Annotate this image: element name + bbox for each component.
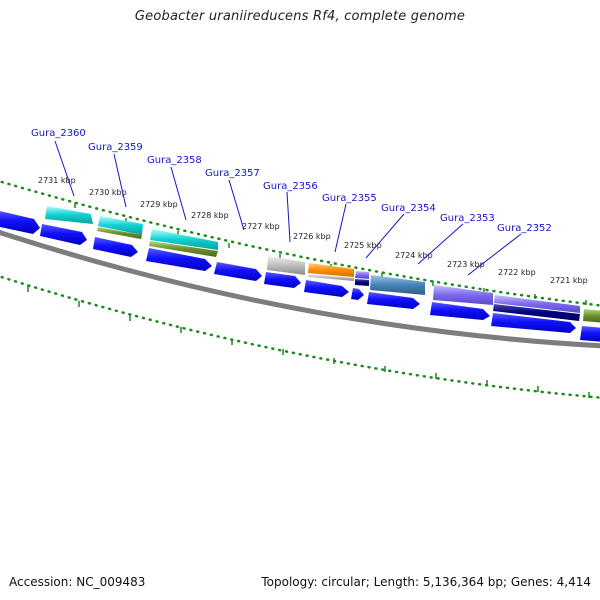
gene-arrow-blue[interactable] <box>93 237 138 257</box>
gene-block-purple[interactable] <box>494 295 580 313</box>
tick-label: 2730 kbp <box>89 188 127 197</box>
gene-block-gray[interactable] <box>267 256 305 275</box>
gene-block-orange[interactable] <box>308 263 354 277</box>
outer-gene-track <box>45 206 600 323</box>
gene-block-navy[interactable] <box>355 279 369 286</box>
tick-label: 2725 kbp <box>344 241 382 250</box>
tick-label: 2722 kbp <box>498 268 536 277</box>
gene-block-cyan[interactable] <box>150 229 218 250</box>
tick-label: 2723 kbp <box>447 260 485 269</box>
gene-block-olive[interactable] <box>149 241 218 257</box>
accession-text: Accession: NC_009483 <box>9 575 146 589</box>
genome-backbone <box>0 229 600 349</box>
gene-block-olive[interactable] <box>583 309 600 323</box>
gene-block-cyan[interactable] <box>98 216 143 235</box>
tick-label: 2727 kbp <box>242 222 280 231</box>
genome-details-text: Topology: circular; Length: 5,136,364 bp… <box>261 575 591 589</box>
gene-label[interactable]: Gura_2352 <box>497 223 552 234</box>
gene-arrow-blue[interactable] <box>214 262 262 281</box>
inner-tick-arc <box>0 275 600 399</box>
genome-title: Geobacter uraniireducens Rf4, complete g… <box>134 9 466 24</box>
gene-label[interactable]: Gura_2360 <box>31 128 86 139</box>
gene-label[interactable]: Gura_2357 <box>205 168 260 179</box>
gene-arrow-blue[interactable] <box>40 224 87 245</box>
tick-label: 2729 kbp <box>140 200 178 209</box>
gene-block-olive[interactable] <box>97 227 142 239</box>
tick-labels: 2731 kbp 2730 kbp 2729 kbp 2728 kbp 2727… <box>38 176 588 285</box>
gene-arrow-blue[interactable] <box>430 302 490 320</box>
gene-arrow-blue[interactable] <box>0 210 40 234</box>
gene-block-purple[interactable] <box>355 271 369 279</box>
outer-tick-arc <box>0 180 600 307</box>
gene-labels: Gura_2360 Gura_2359 Gura_2358 Gura_2357 … <box>31 128 552 234</box>
gene-label[interactable]: Gura_2353 <box>440 213 495 224</box>
tick-label: 2726 kbp <box>293 232 331 241</box>
tick-label: 2724 kbp <box>395 251 433 260</box>
gene-arrow-blue[interactable] <box>146 248 212 271</box>
gene-arrow-blue[interactable] <box>491 313 576 333</box>
gene-label[interactable]: Gura_2356 <box>263 181 318 192</box>
gene-label[interactable]: Gura_2359 <box>88 142 143 153</box>
tick-label: 2731 kbp <box>38 176 76 185</box>
gene-label[interactable]: Gura_2358 <box>147 155 202 166</box>
gene-leader-lines <box>54 140 522 276</box>
gene-arrow-blue[interactable] <box>580 326 600 342</box>
tick-label: 2728 kbp <box>191 211 229 220</box>
gene-block-gray[interactable] <box>308 274 354 281</box>
gene-arrow-blue[interactable] <box>304 280 349 297</box>
gene-block-cyan[interactable] <box>45 206 93 224</box>
gene-block-navy[interactable] <box>493 304 580 321</box>
inner-gene-track <box>0 210 600 342</box>
inner-major-ticks <box>27 286 590 398</box>
gene-label[interactable]: Gura_2355 <box>322 193 377 204</box>
gene-arrow-blue[interactable] <box>351 288 364 300</box>
tick-label: 2721 kbp <box>550 276 588 285</box>
gene-block-purple[interactable] <box>433 285 493 305</box>
gene-arrow-blue[interactable] <box>264 272 301 288</box>
gene-block-steel[interactable] <box>370 275 425 295</box>
gene-label[interactable]: Gura_2354 <box>381 203 436 214</box>
gene-arrow-blue[interactable] <box>367 292 420 309</box>
